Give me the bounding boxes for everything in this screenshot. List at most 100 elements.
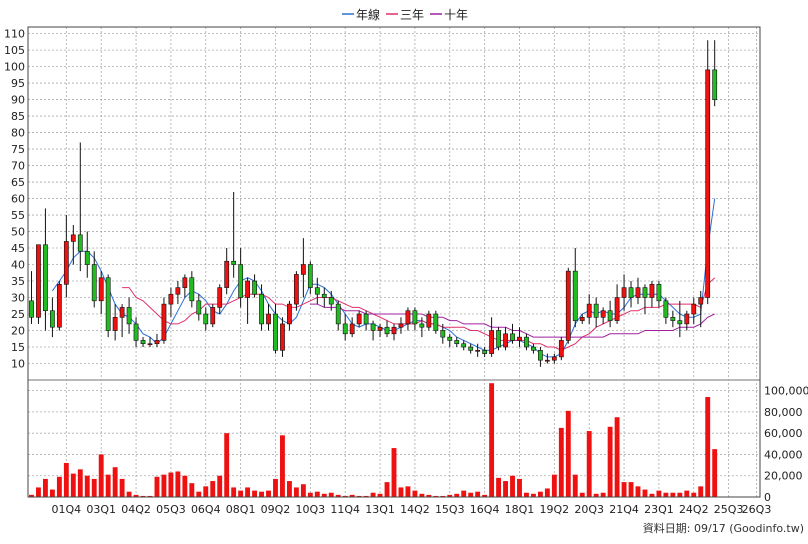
volume-bar: [168, 472, 174, 497]
candle-body: [147, 343, 153, 346]
volume-bar: [530, 493, 536, 497]
volume-bar: [126, 491, 132, 497]
volume-bar: [363, 495, 369, 497]
volume-bar: [84, 475, 90, 497]
x-tick-label: 13Q1: [365, 503, 395, 516]
volume-bar: [558, 427, 564, 497]
volume-bar: [468, 492, 474, 497]
volume-bar: [677, 492, 683, 497]
x-tick-label: 01Q4: [52, 503, 82, 516]
price-tick-label: 100: [4, 61, 25, 74]
volume-bar: [335, 494, 341, 497]
price-tick-label: 25: [11, 308, 25, 321]
volume-bar: [426, 494, 432, 497]
volume-tick-label: 0: [764, 491, 771, 504]
x-tick-label: 24Q2: [679, 503, 709, 516]
price-tick-label: 50: [11, 226, 25, 239]
volume-bar: [698, 486, 704, 497]
volume-bar: [328, 492, 334, 497]
candle-body: [524, 336, 529, 348]
volume-bar: [112, 467, 118, 497]
candle-body: [175, 287, 181, 295]
price-tick-label: 65: [11, 176, 25, 189]
volume-bar: [273, 478, 278, 497]
volume-bar: [154, 476, 160, 497]
volume-bar: [349, 494, 355, 497]
candle-body: [482, 350, 488, 354]
candle-body: [698, 297, 704, 305]
candle-body: [280, 323, 285, 351]
candle-body: [43, 244, 48, 312]
price-tick-label: 30: [11, 292, 25, 305]
price-tick-label: 80: [11, 127, 25, 140]
x-tick-label: 19Q2: [540, 503, 570, 516]
x-tick-label: 16Q4: [470, 503, 500, 516]
candle-body: [586, 303, 592, 318]
price-tick-label: 105: [4, 44, 25, 57]
volume-bar: [656, 490, 662, 497]
price-axis: 10 15 20 25 30 35 40 45 50 55 60 65 70 75 80 85 90 95 100 1…: [4, 28, 25, 371]
volume-bar: [433, 495, 439, 497]
volume-bar: [705, 397, 711, 497]
candle-body: [370, 323, 376, 331]
volume-bar: [447, 494, 453, 497]
candle-body: [56, 284, 62, 328]
volume-bar: [77, 469, 83, 497]
candlesticks: [29, 40, 718, 367]
plot-frame: [27, 26, 761, 498]
volume-bar: [161, 474, 167, 497]
volume-bar: [517, 478, 522, 497]
volume-bar: [175, 471, 181, 497]
x-tick-label: 18Q1: [505, 503, 535, 516]
candle-body: [607, 310, 613, 321]
candle-body: [572, 270, 578, 321]
volume-bar: [712, 449, 718, 497]
volume-bar: [600, 492, 606, 497]
candle-body: [307, 264, 313, 288]
x-tick-label: 15Q3: [435, 503, 465, 516]
candle-body: [189, 277, 195, 302]
price-tick-label: 95: [11, 77, 25, 90]
price-tick-label: 20: [11, 325, 25, 338]
moving-average-lines: [51, 198, 716, 358]
candle-body: [328, 297, 334, 305]
price-tick-label: 40: [11, 259, 25, 272]
price-tick-label: 110: [4, 28, 25, 41]
x-tick-label: 11Q4: [330, 503, 360, 516]
volume-bar: [461, 490, 467, 497]
candle-body: [384, 326, 390, 335]
volume-bar: [286, 481, 292, 497]
candle-body: [210, 307, 216, 325]
candle-body: [112, 317, 118, 331]
volume-bar: [398, 487, 404, 497]
candle-body: [517, 336, 522, 341]
price-tick-label: 10: [11, 358, 25, 371]
volume-tick-label: 20,000: [764, 470, 803, 483]
candle-body: [321, 293, 327, 298]
ma-line-1: [51, 198, 716, 358]
candle-body: [217, 287, 223, 308]
x-tick-label: 06Q4: [191, 503, 221, 516]
volume-bar: [649, 493, 655, 497]
x-tick-label: 26Q3: [742, 503, 772, 516]
candle-body: [691, 303, 697, 315]
candle-body: [663, 300, 669, 318]
volume-bar: [405, 486, 411, 497]
volume-bar: [189, 483, 195, 497]
candle-body: [538, 350, 543, 361]
x-tick-label: 14Q2: [400, 503, 430, 516]
legend: 年線 三年 十年: [342, 7, 468, 22]
volume-bar: [91, 478, 97, 497]
candle-body: [287, 303, 292, 325]
volume-bar: [454, 493, 460, 497]
candle-body: [670, 317, 676, 321]
volume-bar: [412, 490, 418, 497]
candle-body: [98, 277, 104, 302]
volume-bar: [203, 486, 209, 497]
candle-body: [36, 244, 41, 318]
legend-label: 十年: [444, 8, 468, 22]
volume-bar: [300, 484, 306, 497]
candle-body: [600, 310, 606, 318]
